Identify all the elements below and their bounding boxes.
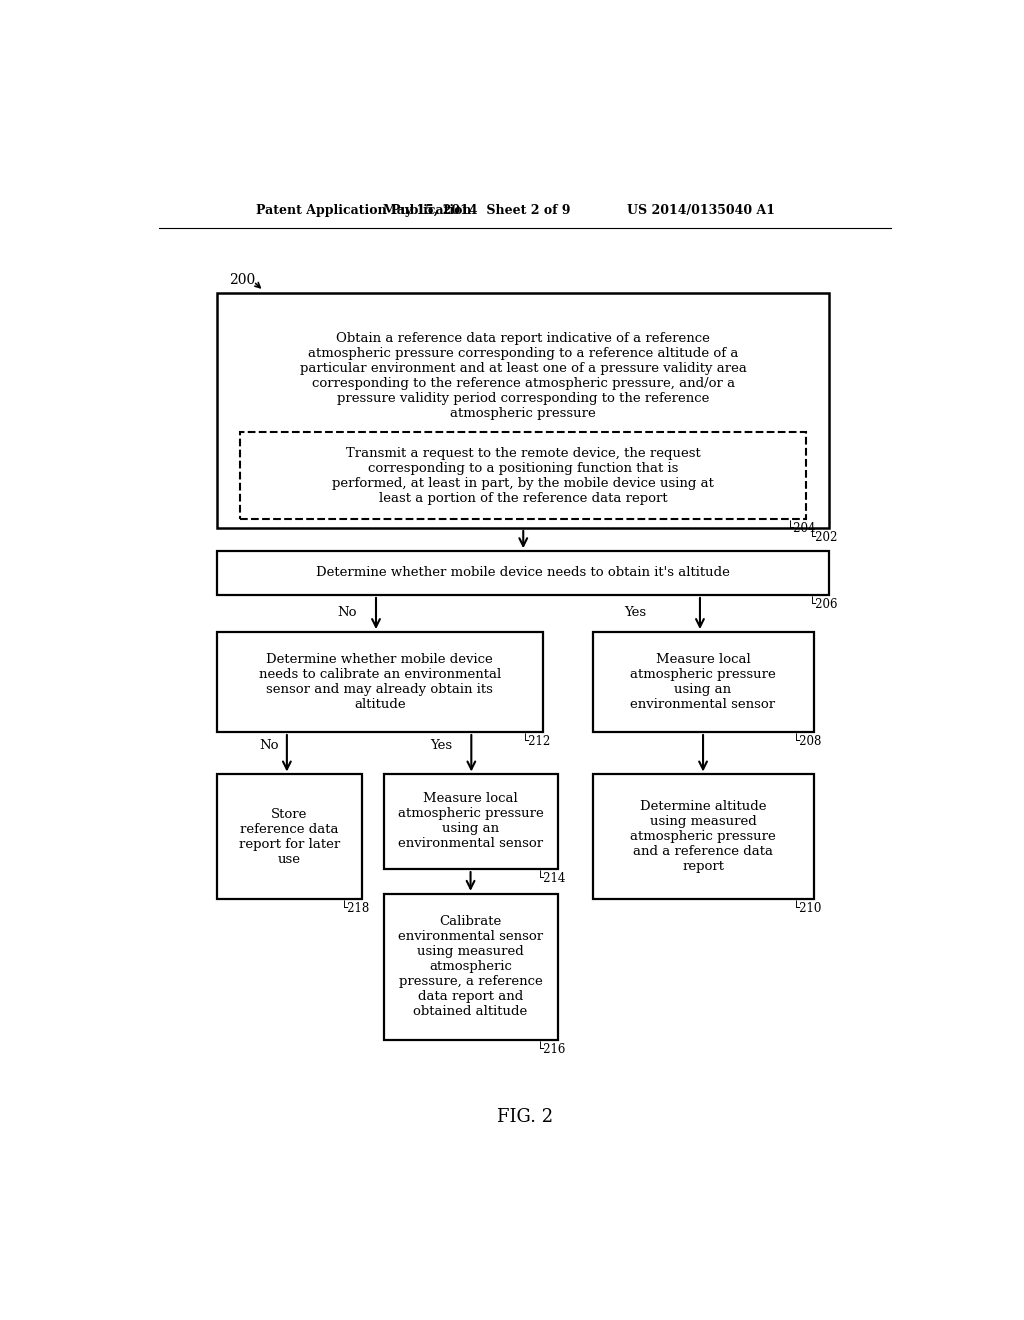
Bar xyxy=(593,775,814,899)
Text: Determine whether mobile device
needs to calibrate an environmental
sensor and m: Determine whether mobile device needs to… xyxy=(259,653,501,711)
Text: FIG. 2: FIG. 2 xyxy=(497,1107,553,1126)
Text: └210: └210 xyxy=(793,903,822,915)
Text: US 2014/0135040 A1: US 2014/0135040 A1 xyxy=(627,205,775,218)
Bar xyxy=(217,632,543,733)
Bar xyxy=(384,775,558,869)
Text: Calibrate
environmental sensor
using measured
atmospheric
pressure, a reference
: Calibrate environmental sensor using mea… xyxy=(398,915,543,1019)
Text: Determine whether mobile device needs to obtain it's altitude: Determine whether mobile device needs to… xyxy=(316,566,730,579)
Text: Measure local
atmospheric pressure
using an
environmental sensor: Measure local atmospheric pressure using… xyxy=(630,653,776,711)
Text: No: No xyxy=(337,606,356,619)
Bar xyxy=(593,632,814,733)
Text: └202: └202 xyxy=(809,531,838,544)
Bar xyxy=(217,775,362,899)
Text: Determine altitude
using measured
atmospheric pressure
and a reference data
repo: Determine altitude using measured atmosp… xyxy=(630,800,776,874)
Text: └204: └204 xyxy=(786,521,816,535)
Text: May 15, 2014  Sheet 2 of 9: May 15, 2014 Sheet 2 of 9 xyxy=(383,205,570,218)
Text: └214: └214 xyxy=(538,873,566,886)
Text: └206: └206 xyxy=(809,598,838,611)
Text: 200: 200 xyxy=(228,273,255,286)
Text: └218: └218 xyxy=(341,903,371,915)
Text: Patent Application Publication: Patent Application Publication xyxy=(256,205,471,218)
Text: └208: └208 xyxy=(793,735,822,748)
Text: Measure local
atmospheric pressure
using an
environmental sensor: Measure local atmospheric pressure using… xyxy=(397,792,544,850)
Text: Obtain a reference data report indicative of a reference
atmospheric pressure co: Obtain a reference data report indicativ… xyxy=(300,333,746,420)
Bar xyxy=(217,552,829,595)
Text: Transmit a request to the remote device, the request
corresponding to a position: Transmit a request to the remote device,… xyxy=(333,446,714,504)
Bar xyxy=(384,894,558,1040)
Bar xyxy=(241,432,806,519)
Text: Yes: Yes xyxy=(430,739,453,752)
Text: └216: └216 xyxy=(538,1043,566,1056)
Text: Store
reference data
report for later
use: Store reference data report for later us… xyxy=(239,808,340,866)
Text: Yes: Yes xyxy=(624,606,646,619)
Bar xyxy=(217,293,829,528)
Text: No: No xyxy=(260,739,280,752)
Text: └212: └212 xyxy=(521,735,551,748)
